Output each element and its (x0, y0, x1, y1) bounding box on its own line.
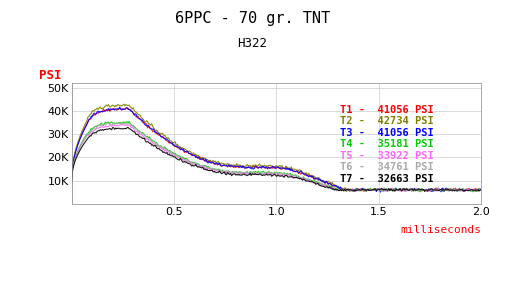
Text: T7 -  32663 PSI: T7 - 32663 PSI (340, 173, 434, 184)
Text: T4 -  35181 PSI: T4 - 35181 PSI (340, 139, 434, 149)
Text: T1 -  41056 PSI: T1 - 41056 PSI (340, 105, 434, 115)
Text: T2 -  42734 PSI: T2 - 42734 PSI (340, 116, 434, 126)
Text: T6 -  34761 PSI: T6 - 34761 PSI (340, 162, 434, 172)
Text: 6PPC - 70 gr. TNT: 6PPC - 70 gr. TNT (175, 11, 330, 26)
Text: T5 -  33922 PSI: T5 - 33922 PSI (340, 151, 434, 161)
Text: PSI: PSI (39, 69, 61, 82)
Text: milliseconds: milliseconds (400, 226, 481, 235)
Text: T3 -  41056 PSI: T3 - 41056 PSI (340, 128, 434, 138)
Text: H322: H322 (237, 37, 268, 50)
